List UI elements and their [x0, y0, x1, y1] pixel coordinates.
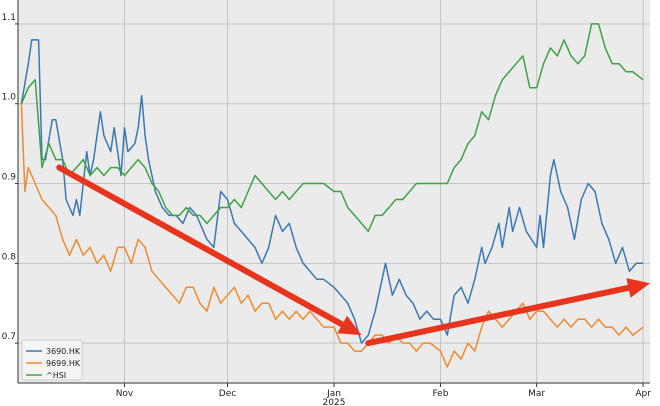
series-line-hsi [20, 23, 644, 233]
arrow-head [626, 278, 650, 298]
x-tick-label: Nov [116, 389, 134, 399]
x-tick-label: Dec [219, 389, 236, 399]
legend: 3690.HK 9699.HK ^HSI [21, 339, 83, 381]
y-tick-label: 0.7 [2, 332, 16, 342]
x-tick-label: Feb [433, 389, 449, 399]
grid [18, 0, 650, 383]
series-lines [20, 23, 644, 368]
arrow-shaft [56, 164, 346, 328]
y-tick-label: 1.1 [2, 13, 16, 23]
arrow-shaft [365, 284, 632, 347]
x-tick-label: Jan [326, 389, 341, 399]
y-tick-label: 0.9 [2, 173, 17, 183]
y-tick-label: 0.8 [2, 252, 17, 262]
legend-label: ^HSI [46, 371, 66, 380]
legend-label: 9699.HK [46, 359, 81, 368]
series-line-9699hk [20, 103, 644, 368]
x-tick-label: Apr [635, 389, 651, 399]
annotations [56, 164, 650, 347]
x-tick-label: 2025 [323, 398, 346, 406]
series-line-3690hk [20, 39, 644, 344]
arrow-head [337, 315, 362, 336]
y-tick-label: 1.0 [2, 93, 17, 103]
x-tick-label: Mar [528, 389, 545, 399]
legend-label: 3690.HK [46, 347, 81, 356]
legend-box [21, 339, 83, 381]
